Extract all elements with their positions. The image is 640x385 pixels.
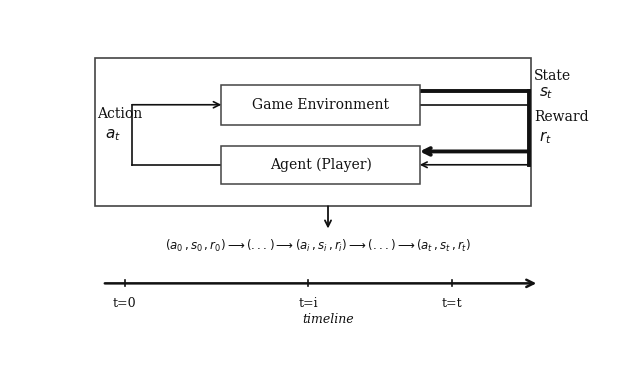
Text: $a_t$: $a_t$ — [105, 127, 121, 142]
Text: $s_t$: $s_t$ — [539, 86, 553, 102]
Text: Action: Action — [97, 107, 143, 121]
Text: timeline: timeline — [302, 313, 354, 326]
Text: Agent (Player): Agent (Player) — [269, 157, 371, 172]
Text: Game Environment: Game Environment — [252, 98, 389, 112]
Text: t=0: t=0 — [113, 297, 136, 310]
Text: $(a_0\,,s_0\,,r_0)\longrightarrow(...)\longrightarrow(a_i\,,s_i\,,r_i)\longright: $(a_0\,,s_0\,,r_0)\longrightarrow(...)\l… — [165, 238, 471, 254]
Bar — [221, 85, 420, 125]
Bar — [95, 58, 531, 206]
Text: t=i: t=i — [298, 297, 318, 310]
Text: State: State — [534, 69, 571, 83]
Text: Reward: Reward — [534, 110, 588, 124]
Bar — [221, 146, 420, 184]
Text: $r_t$: $r_t$ — [539, 130, 552, 146]
Text: t=t: t=t — [442, 297, 462, 310]
